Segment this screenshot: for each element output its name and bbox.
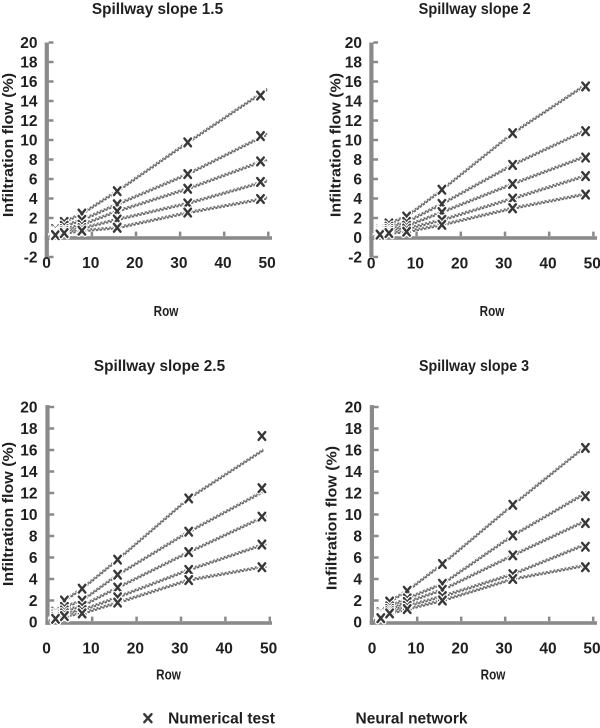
svg-text:0: 0 <box>353 230 362 247</box>
svg-text:Row: Row <box>481 666 506 683</box>
svg-text:10: 10 <box>407 640 424 657</box>
svg-text:Numerical test: Numerical test <box>168 710 275 727</box>
svg-text:8: 8 <box>353 152 362 169</box>
svg-text:4: 4 <box>29 191 38 208</box>
svg-text:2: 2 <box>29 593 38 610</box>
svg-text:20: 20 <box>20 35 37 52</box>
svg-text:10: 10 <box>82 255 99 272</box>
svg-text:20: 20 <box>20 400 37 417</box>
svg-text:0: 0 <box>29 615 38 632</box>
svg-text:40: 40 <box>539 640 556 657</box>
svg-text:Infiltration flow (%): Infiltration flow (%) <box>324 446 340 590</box>
svg-text:14: 14 <box>20 94 38 111</box>
svg-text:0: 0 <box>29 230 38 247</box>
svg-text:0: 0 <box>42 255 51 272</box>
svg-text:50: 50 <box>260 640 277 657</box>
svg-text:6: 6 <box>29 550 38 567</box>
svg-text:10: 10 <box>82 640 99 657</box>
svg-text:10: 10 <box>20 507 37 524</box>
svg-text:8: 8 <box>29 152 38 169</box>
svg-text:Infiltration flow (%): Infiltration flow (%) <box>0 442 16 586</box>
svg-text:8: 8 <box>353 529 362 546</box>
svg-text:6: 6 <box>353 172 362 189</box>
svg-text:10: 10 <box>345 507 362 524</box>
svg-text:12: 12 <box>345 113 362 130</box>
svg-text:30: 30 <box>171 640 188 657</box>
svg-text:6: 6 <box>353 550 362 567</box>
svg-text:10: 10 <box>20 133 37 150</box>
svg-text:2: 2 <box>353 593 362 610</box>
svg-text:50: 50 <box>584 256 600 273</box>
svg-text:30: 30 <box>170 255 187 272</box>
svg-text:Spillway slope 3: Spillway slope 3 <box>419 358 529 375</box>
svg-text:0: 0 <box>353 615 362 632</box>
svg-text:4: 4 <box>353 572 362 589</box>
svg-text:6: 6 <box>29 172 38 189</box>
svg-text:20: 20 <box>127 640 144 657</box>
svg-text:40: 40 <box>216 640 233 657</box>
svg-text:Row: Row <box>480 303 505 320</box>
svg-text:-2: -2 <box>24 250 38 267</box>
svg-text:20: 20 <box>451 256 468 273</box>
svg-text:Infiltration flow (%): Infiltration flow (%) <box>0 73 16 217</box>
svg-text:50: 50 <box>583 640 600 657</box>
svg-text:0: 0 <box>367 256 376 273</box>
svg-text:8: 8 <box>29 529 38 546</box>
svg-text:10: 10 <box>345 133 362 150</box>
svg-text:4: 4 <box>29 572 38 589</box>
svg-text:14: 14 <box>345 94 363 111</box>
svg-text:Neural network: Neural network <box>356 710 468 727</box>
svg-text:14: 14 <box>345 464 363 481</box>
svg-text:0: 0 <box>368 640 377 657</box>
svg-text:18: 18 <box>20 421 38 438</box>
svg-text:20: 20 <box>345 400 362 417</box>
svg-text:Spillway slope 2.5: Spillway slope 2.5 <box>94 358 226 375</box>
svg-text:30: 30 <box>495 640 512 657</box>
svg-text:20: 20 <box>126 255 143 272</box>
svg-text:12: 12 <box>20 113 37 130</box>
svg-text:Spillway slope 2: Spillway slope 2 <box>419 1 531 19</box>
svg-text:16: 16 <box>20 443 38 460</box>
svg-text:Row: Row <box>154 303 179 320</box>
svg-text:-2: -2 <box>348 250 362 267</box>
svg-text:20: 20 <box>451 640 468 657</box>
svg-text:12: 12 <box>20 486 37 503</box>
svg-text:40: 40 <box>539 256 556 273</box>
svg-text:4: 4 <box>353 191 362 208</box>
svg-text:14: 14 <box>20 464 38 481</box>
svg-text:2: 2 <box>353 211 362 228</box>
svg-text:Infiltration flow (%): Infiltration flow (%) <box>328 73 344 217</box>
svg-text:20: 20 <box>345 35 362 52</box>
svg-text:12: 12 <box>345 486 362 503</box>
svg-text:16: 16 <box>20 74 38 91</box>
svg-text:18: 18 <box>345 421 363 438</box>
svg-text:2: 2 <box>29 211 38 228</box>
svg-text:16: 16 <box>345 74 363 91</box>
svg-text:50: 50 <box>258 255 275 272</box>
svg-text:Row: Row <box>156 666 181 683</box>
svg-text:16: 16 <box>345 443 363 460</box>
svg-text:30: 30 <box>495 256 512 273</box>
svg-text:0: 0 <box>42 640 51 657</box>
svg-text:40: 40 <box>214 255 231 272</box>
svg-text:Spillway slope 1.5: Spillway slope 1.5 <box>92 1 224 18</box>
svg-text:18: 18 <box>345 55 363 72</box>
svg-text:10: 10 <box>407 256 424 273</box>
svg-text:18: 18 <box>20 55 38 72</box>
